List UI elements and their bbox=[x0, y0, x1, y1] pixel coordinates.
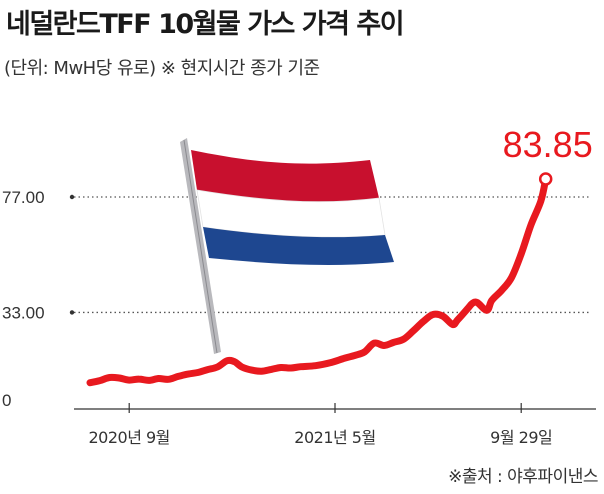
netherlands-flag-icon bbox=[180, 138, 394, 354]
y-tick-dot bbox=[69, 310, 75, 315]
axes bbox=[74, 403, 596, 413]
flag-stripe-blue bbox=[203, 227, 394, 265]
x-tick-label: 2021년 5월 bbox=[294, 428, 375, 447]
source-note: ※출처 : 야후파이낸스 bbox=[448, 467, 598, 487]
flag-pole-edge bbox=[183, 139, 218, 354]
y-tick-label: 77.00 bbox=[2, 188, 45, 207]
price-series-line bbox=[86, 175, 550, 387]
flag-stripe-red bbox=[191, 150, 379, 202]
last-point-marker bbox=[538, 172, 553, 186]
chart-title: 네덜란드TFF 10월물 가스 가격 추이 bbox=[6, 9, 405, 40]
labels: 0 33.00 77.00 2020년 9월 2021년 5월 9월 29일 83.85 bbox=[2, 124, 593, 447]
chart-subtitle: (단위: MwH당 유로) ※ 현지시간 종가 기준 bbox=[4, 58, 320, 79]
last-value-label: 83.85 bbox=[503, 124, 593, 165]
y-tick-label: 33.00 bbox=[2, 303, 45, 322]
y-tick-label: 0 bbox=[2, 391, 11, 410]
x-tick-label: 9월 29일 bbox=[490, 428, 552, 447]
series-layer bbox=[86, 172, 553, 387]
x-tick-label: 2020년 9월 bbox=[88, 428, 169, 447]
y-tick-dot bbox=[69, 194, 75, 200]
